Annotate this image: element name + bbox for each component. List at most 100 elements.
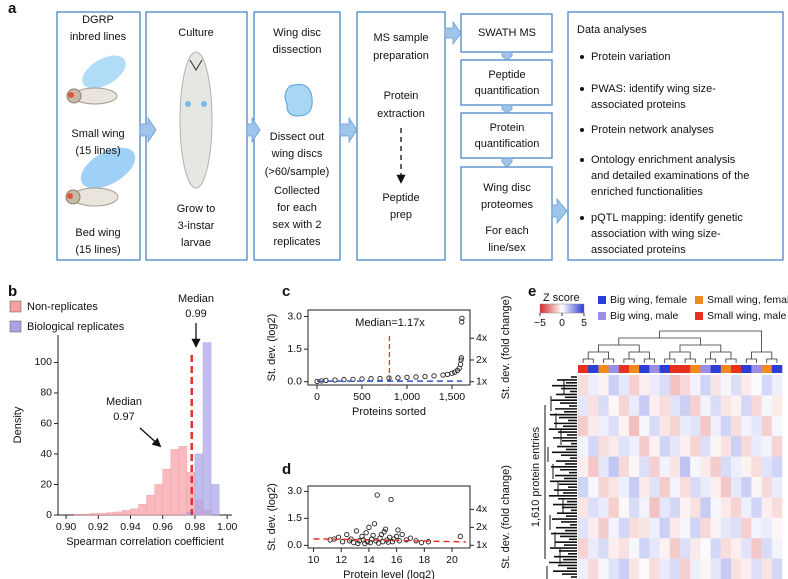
heatmap-cell [731,477,742,498]
heatmap-cell [659,477,671,498]
legend-label: Small wing, male [707,310,787,322]
group-strip-cell [608,365,620,373]
x-tick-label: 10 [308,554,320,566]
legend-label: Biological replicates [27,321,125,333]
heatmap-cell [720,497,732,519]
heatmap-cell [731,456,742,478]
histogram-bar [194,453,204,516]
arrow [339,116,358,144]
dendrogram [684,358,696,363]
heatmap-cell [741,436,752,457]
workflow-box [253,11,341,261]
panel-label: d [282,461,291,478]
legend-swatch [9,300,22,313]
y-tick-label: 60 [40,417,52,429]
heatmap-cell [659,538,671,559]
heatmap-cell [741,517,752,539]
heatmap-cell [588,436,599,457]
heatmap-cell [608,395,620,417]
colorbar [539,303,585,314]
legend-swatch [598,296,606,304]
heatmap-cell [608,456,620,478]
heatmap-cell [578,477,589,498]
box-text: Small wing [71,128,124,140]
heatmap-cell [690,517,701,539]
box-text: (>60/sample) [265,166,330,178]
heatmap-cell [771,436,783,457]
heatmap-cell [720,436,732,457]
x-tick-label: 500 [353,391,371,403]
box-text: proteomes [481,199,533,211]
trend-line [313,538,466,543]
heatmap-cell [639,436,650,457]
legend-label: Big wing, male [610,310,678,322]
heatmap-cell [588,456,599,478]
heatmap-cell [598,436,609,457]
scatter-point [459,319,465,325]
histogram-bar [146,494,155,516]
x-tick-label: 1.00 [217,521,238,533]
group-strip-cell [741,365,752,373]
heatmap-cell [578,415,589,437]
dendrogram [582,358,594,363]
scatter-point [332,377,338,383]
x-tick-label: 14 [363,554,375,566]
group-strip-cell [680,365,691,373]
heatmap-cell [608,436,620,457]
group-strip-cell [578,365,589,373]
y2-axis-label: St. dev. (fold change) [500,296,512,400]
y-tick-label: 100 [34,356,52,368]
heatmap-cell [598,558,609,579]
bullet-text: PWAS: identify wing size- [591,83,716,95]
scatter-point [422,373,428,380]
workflow-box [460,59,553,106]
heatmap-cell [710,538,722,559]
box-text: Bed wing [75,227,120,239]
dendrogram [643,358,655,363]
heatmap-cell [761,395,773,417]
arrow [501,104,513,114]
heatmap-cell [639,375,650,396]
heatmap-cell [649,538,660,559]
heatmap-cell [690,497,701,519]
heatmap-cell [761,415,773,437]
heatmap-cell [710,415,722,437]
heatmap-cell [629,477,640,498]
scatter-point [418,539,425,546]
dendrogram [669,351,691,359]
scatter-point [431,373,437,379]
bullet-text: associated proteins [591,99,686,111]
bullet-text: association with wing size- [591,228,721,240]
heatmap-cell [659,497,671,519]
scatter-point [391,536,397,542]
y2-tick-label: 1x [476,376,488,388]
heatmap-cell [578,395,589,417]
legend-label: Non-replicates [27,301,98,313]
workflow-box [56,11,141,261]
group-strip-cell [710,365,722,373]
dendrogram [710,351,732,359]
heatmap-cell [669,456,681,478]
heatmap-cell [700,497,711,519]
heatmap-cell [618,517,630,539]
heatmap-cell [751,395,762,417]
heatmap-cell [761,497,773,519]
group-strip-cell [690,365,701,373]
heatmap-cell [731,538,742,559]
scatter-point [459,315,465,321]
scatter-point [393,533,400,539]
heatmap-cell [771,415,783,437]
heatmap-cell [639,456,650,478]
dendrogram [623,358,635,363]
heatmap-cell [700,517,711,539]
heatmap-cell [629,436,640,457]
heatmap-cell [669,497,681,519]
heatmap-cell [741,558,752,579]
heatmap-cell [649,517,660,539]
heatmap-cell [608,375,620,396]
workflow-box [567,11,784,261]
heatmap-cell [629,395,640,417]
heatmap-cell [588,375,599,396]
heatmap-cell [771,497,783,519]
